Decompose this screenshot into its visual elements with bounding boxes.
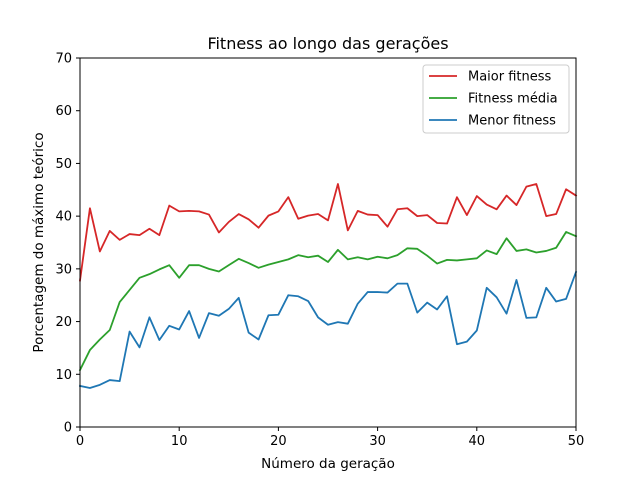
x-tick-label: 30 [369,434,386,449]
y-tick-label: 20 [55,315,72,330]
legend-box [422,64,570,134]
x-tick-label: 20 [270,434,287,449]
legend-label-0: Maior fitness [468,70,552,85]
y-tick-label: 50 [55,157,72,172]
y-axis-ticks: 0 10 20 30 40 50 60 70 [55,52,80,436]
chart-title: Fitness ao longo das gerações [207,34,448,53]
plot-lines [78,183,578,389]
y-tick-label: 60 [55,104,72,119]
legend: Maior fitness Fitness média Menor fitness [422,64,570,134]
y-tick-label: 40 [55,210,72,225]
x-tick-label: 0 [76,434,84,449]
series-line-2 [78,270,578,389]
x-axis-ticks: 0 10 20 30 40 50 [76,427,584,449]
y-tick-label: 70 [55,52,72,67]
y-tick-label: 10 [55,368,72,383]
x-tick-label: 50 [568,434,585,449]
series-line-0 [78,183,578,282]
y-tick-label: 0 [64,421,72,436]
y-axis-label: Porcentagem do máximo teórico [31,132,47,352]
legend-label-1: Fitness média [468,92,558,107]
series-line-1 [78,231,578,372]
plot-frame [79,57,577,428]
x-tick-label: 10 [171,434,188,449]
x-tick-label: 40 [469,434,486,449]
y-tick-label: 30 [55,262,72,277]
legend-label-2: Menor fitness [468,114,556,129]
x-axis-label: Número da geração [261,456,395,472]
